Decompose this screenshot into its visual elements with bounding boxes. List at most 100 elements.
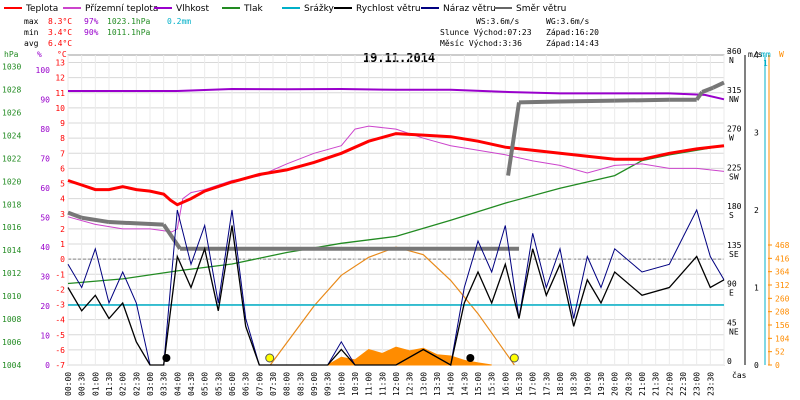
ticks: 131211109876543210-1-2-3-4-5-6-710301028… [2, 47, 790, 396]
time-tick-label: 08:30 [296, 372, 305, 396]
time-tick-label: 02:30 [132, 372, 141, 396]
hpa-tick-label: 1006 [2, 338, 21, 347]
deg-unit-label: ° [726, 49, 731, 58]
wind-direction-segment [108, 220, 164, 227]
hpa-tick-label: 1028 [2, 85, 21, 94]
wind-direction-segment [614, 97, 670, 103]
dir-deg-tick-label: 180 [727, 202, 742, 211]
pct-tick-label: 100 [36, 66, 51, 75]
time-tick-label: 21:00 [638, 372, 647, 396]
time-tick-label: 20:30 [624, 372, 633, 396]
c-tick-label: -1 [55, 270, 65, 279]
time-tick-label: 16:30 [515, 372, 524, 396]
pct-tick-label: 30 [40, 272, 50, 281]
stat-min-temp: 3.4°C [48, 28, 72, 37]
c-tick-label: 1 [60, 240, 65, 249]
legend-label: Tlak [243, 4, 264, 14]
w-tick-label: 104 [775, 334, 790, 343]
pct-unit-label: % [37, 50, 42, 59]
c-tick-label: -2 [55, 285, 65, 294]
moonrise-marker [162, 354, 171, 362]
dir-deg-tick-label: 315 [727, 86, 742, 95]
time-tick-label: 04:30 [187, 372, 196, 396]
hpa-tick-label: 1014 [2, 246, 21, 255]
wind-direction-segment [67, 210, 83, 220]
info-mesic-zapad: Západ:14:43 [546, 39, 599, 48]
time-tick-label: 14:00 [447, 372, 456, 396]
dir-compass-tick-label: SE [729, 250, 739, 259]
time-tick-label: 05:00 [201, 372, 210, 396]
time-tick-label: 17:00 [529, 372, 538, 396]
c-tick-label: 5 [60, 180, 65, 189]
dir-deg-tick-label: 360 [727, 47, 742, 56]
dir-compass-tick-label: SW [729, 172, 739, 181]
info-block: WS:3.6m/s WG:3.6m/s Slunce Východ:07:23 … [440, 17, 599, 48]
c-tick-label: 3 [60, 210, 65, 219]
dir-deg-tick-label: 0 [727, 357, 732, 366]
info-ws: WS:3.6m/s [476, 17, 520, 26]
c-tick-label: 10 [55, 104, 65, 113]
hpa-tick-label: 1020 [2, 177, 21, 186]
pct-tick-label: 80 [40, 125, 50, 134]
pct-tick-label: 50 [40, 213, 50, 222]
time-tick-label: 00:30 [78, 372, 87, 396]
stat-max-temp: 8.3°C [48, 17, 72, 26]
ms-unit-label: m/s [748, 50, 763, 59]
ms-tick-label: 0 [754, 361, 759, 370]
pct-tick-label: 40 [40, 243, 50, 252]
time-tick-label: 03:30 [160, 372, 169, 396]
dir-deg-tick-label: 45 [727, 318, 737, 327]
time-tick-label: 18:00 [556, 372, 565, 396]
dir-compass-tick-label: E [729, 289, 734, 298]
time-tick-label: 10:30 [351, 372, 360, 396]
time-tick-label: 22:00 [665, 372, 674, 396]
dir-compass-tick-label: NW [729, 95, 739, 104]
dir-compass-tick-label: S [729, 211, 734, 220]
time-tick-label: 10:00 [337, 372, 346, 396]
w-unit-label: W [779, 50, 784, 59]
hpa-tick-label: 1018 [2, 200, 21, 209]
time-tick-label: 11:00 [365, 372, 374, 396]
legend-label: Přízemní teplota [85, 4, 158, 14]
pct-tick-label: 70 [40, 154, 50, 163]
pct-tick-label: 60 [40, 184, 50, 193]
w-tick-label: 468 [775, 241, 790, 250]
time-tick-label: 12:30 [406, 372, 415, 396]
time-tick-label: 15:30 [488, 372, 497, 396]
stat-max-hum: 97% [84, 17, 99, 26]
c-tick-label: 4 [60, 195, 65, 204]
dir-deg-tick-label: 135 [727, 241, 742, 250]
sunrise-marker [265, 353, 275, 363]
pct-tick-label: 90 [40, 95, 50, 104]
hpa-tick-label: 1026 [2, 108, 21, 117]
stat-avg-label: avg [24, 39, 39, 48]
dir-deg-tick-label: 270 [727, 125, 742, 134]
dir-compass-tick-label: NE [729, 327, 739, 336]
time-tick-label: 11:30 [378, 372, 387, 396]
info-slunce-zapad: Západ:16:20 [546, 28, 599, 37]
time-tick-label: 03:00 [146, 372, 155, 396]
time-tick-label: 05:30 [214, 372, 223, 396]
dir-deg-tick-label: 225 [727, 163, 742, 172]
w-tick-label: 364 [775, 268, 790, 277]
hpa-tick-label: 1030 [2, 62, 21, 71]
time-tick-label: 17:30 [542, 372, 551, 396]
hpa-tick-label: 1008 [2, 315, 21, 324]
stat-min-label: min [24, 28, 39, 37]
time-tick-label: 19:30 [597, 372, 606, 396]
w-tick-label: 0 [775, 361, 780, 370]
c-tick-label: 7 [60, 149, 65, 158]
c-tick-label: 12 [55, 74, 65, 83]
c-tick-label: -3 [55, 301, 65, 310]
time-tick-label: 07:30 [269, 372, 278, 396]
time-tick-label: 09:30 [324, 372, 333, 396]
time-tick-label: 08:00 [283, 372, 292, 396]
c-tick-label: -5 [55, 331, 65, 340]
wind-direction-segment [81, 215, 110, 225]
legend: Teplota Přízemní teplota Vlhkost Tlak Srážky… [4, 4, 566, 14]
dir-compass-tick-label: W [729, 134, 734, 143]
dir-compass-tick-label: N [729, 56, 734, 65]
time-tick-label: 06:00 [228, 372, 237, 396]
solar-radiation-area [325, 346, 492, 366]
c-unit-label: °C [57, 50, 67, 59]
